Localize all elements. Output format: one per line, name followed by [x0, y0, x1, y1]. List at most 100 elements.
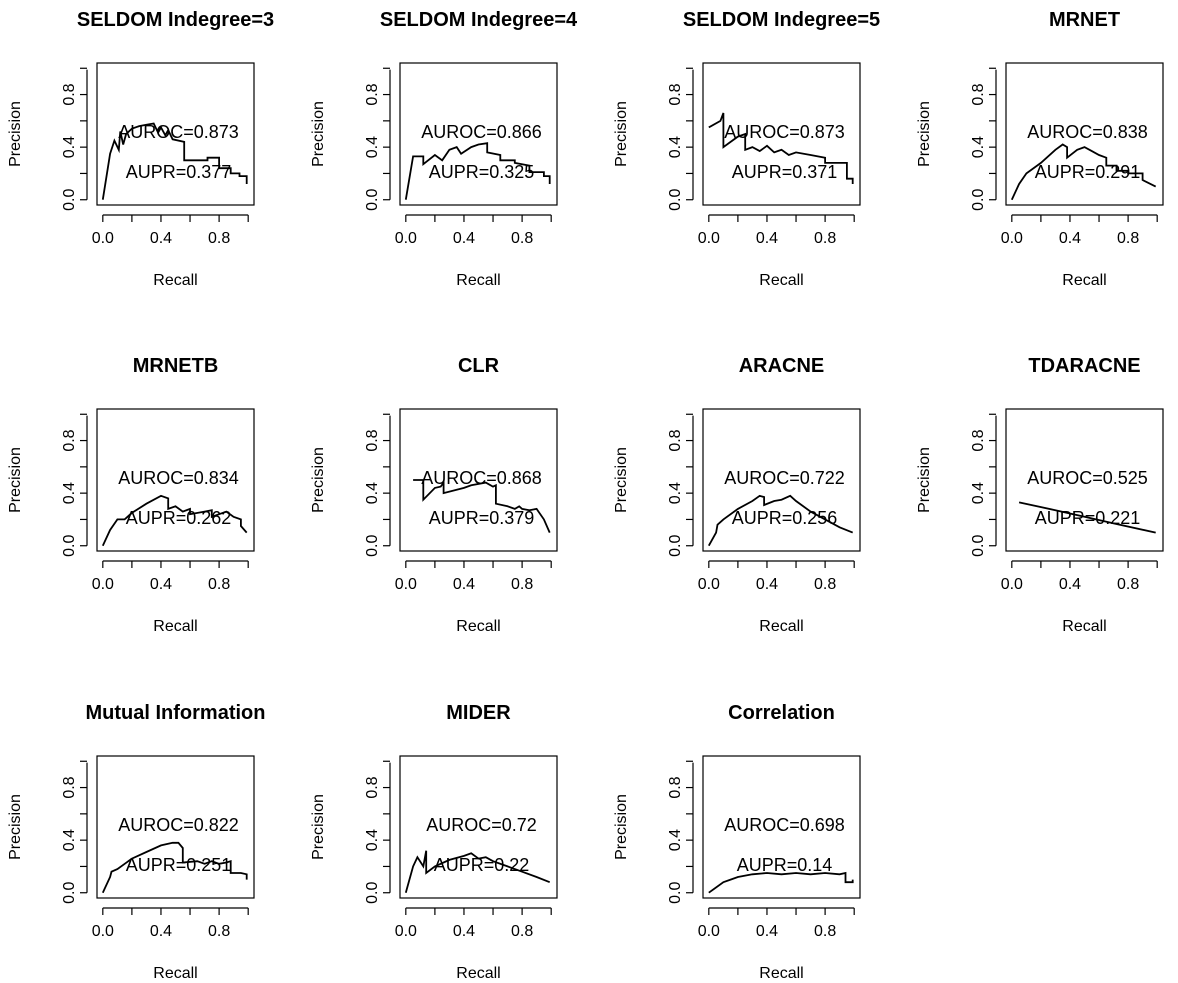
y-tick-label: 0.4	[61, 136, 78, 158]
pr-curve-line	[708, 871, 854, 894]
x-tick-label: 0.0	[395, 923, 417, 940]
x-tick-label: 0.8	[814, 230, 836, 247]
panel-2: SELDOM Indegree=5 0.0 0.4 0.8 0.0 0.4 0.8 Recal…	[613, 9, 880, 289]
y-tick-label: 0.4	[61, 482, 78, 504]
panel-title: MRNET	[1049, 9, 1120, 31]
y-axis-label: Precision	[7, 794, 24, 860]
panel-1: SELDOM Indegree=4 0.0 0.4 0.8 0.0 0.4 0.8 Recal…	[310, 9, 578, 289]
y-tick-label: 0.0	[61, 189, 78, 211]
plot-frame	[399, 408, 558, 552]
x-tick-label: 0.0	[698, 230, 720, 247]
auroc-label: AUROC=0.525	[1027, 468, 1148, 488]
y-axis-label: Precision	[310, 101, 327, 167]
y-tick-label: 0.4	[667, 829, 684, 851]
aupr-label: AUPR=0.371	[732, 162, 838, 182]
x-tick-label: 0.0	[92, 576, 114, 593]
plot-frame	[1005, 408, 1164, 552]
y-tick-label: 0.8	[364, 429, 381, 451]
x-tick-label: 0.8	[208, 576, 230, 593]
auroc-label: AUROC=0.722	[724, 468, 845, 488]
y-axis-label: Precision	[613, 794, 630, 860]
y-tick-label: 0.0	[667, 535, 684, 557]
x-tick-label: 0.0	[395, 230, 417, 247]
pr-curve-line	[101, 841, 248, 894]
y-tick-label: 0.4	[364, 136, 381, 158]
auroc-label: AUROC=0.834	[118, 468, 239, 488]
y-axis-label: Precision	[310, 794, 327, 860]
y-tick-label: 0.4	[364, 829, 381, 851]
y-tick-label: 0.4	[667, 482, 684, 504]
x-axis-label: Recall	[759, 272, 803, 289]
y-tick-label: 0.0	[61, 882, 78, 904]
pr-curve-line	[404, 142, 551, 200]
auroc-label: AUROC=0.873	[118, 122, 239, 142]
pr-curve-line	[708, 112, 854, 184]
x-axis-label: Recall	[153, 618, 197, 635]
y-tick-label: 0.4	[667, 136, 684, 158]
y-tick-label: 0.8	[61, 429, 78, 451]
auroc-label: AUROC=0.838	[1027, 122, 1148, 142]
y-tick-label: 0.8	[667, 83, 684, 105]
x-tick-label: 0.8	[814, 923, 836, 940]
auroc-label: AUROC=0.866	[421, 122, 542, 142]
x-axis-label: Recall	[456, 272, 500, 289]
x-tick-label: 0.4	[1059, 576, 1081, 593]
x-tick-label: 0.0	[92, 923, 114, 940]
y-tick-label: 0.8	[667, 429, 684, 451]
x-tick-label: 0.4	[1059, 230, 1081, 247]
y-tick-label: 0.8	[970, 429, 987, 451]
plot-frame	[399, 62, 558, 206]
x-tick-label: 0.0	[698, 576, 720, 593]
plot-frame	[96, 62, 255, 206]
panel-title: Mutual Information	[86, 702, 266, 724]
panel-title: MRNETB	[133, 355, 219, 377]
plot-frame	[702, 408, 861, 552]
panel-title: SELDOM Indegree=5	[683, 9, 880, 31]
y-tick-label: 0.0	[667, 189, 684, 211]
x-tick-label: 0.8	[511, 230, 533, 247]
auroc-label: AUROC=0.868	[421, 468, 542, 488]
y-tick-label: 0.8	[61, 776, 78, 798]
aupr-label: AUPR=0.291	[1035, 162, 1141, 182]
panel-4: MRNETB 0.0 0.4 0.8 0.0 0.4 0.8 Recall Precision A…	[7, 355, 255, 635]
x-tick-label: 0.4	[453, 576, 475, 593]
x-tick-label: 0.8	[208, 923, 230, 940]
x-tick-label: 0.0	[1001, 576, 1023, 593]
y-axis-label: Precision	[916, 447, 933, 513]
aupr-label: AUPR=0.221	[1035, 508, 1141, 528]
plot-frame	[702, 755, 861, 899]
panel-title: MIDER	[446, 702, 511, 724]
panel-6: ARACNE 0.0 0.4 0.8 0.0 0.4 0.8 Recall Precision A…	[613, 355, 861, 635]
panel-8: Mutual Information 0.0 0.4 0.8 0.0 0.4 0.8 Reca…	[7, 702, 265, 982]
pr-curve-line	[413, 479, 551, 533]
x-axis-label: Recall	[153, 272, 197, 289]
x-axis-label: Recall	[1062, 618, 1106, 635]
pr-curve-line	[708, 494, 854, 547]
aupr-label: AUPR=0.325	[429, 162, 535, 182]
y-axis-label: Precision	[613, 101, 630, 167]
plot-frame	[96, 755, 255, 899]
panel-title: ARACNE	[739, 355, 825, 377]
x-axis-label: Recall	[759, 618, 803, 635]
x-tick-label: 0.8	[511, 923, 533, 940]
y-tick-label: 0.0	[667, 882, 684, 904]
plot-frame	[702, 62, 861, 206]
x-tick-label: 0.8	[1117, 230, 1139, 247]
x-tick-label: 0.8	[511, 576, 533, 593]
x-tick-label: 0.4	[453, 923, 475, 940]
plot-frame	[96, 408, 255, 552]
x-tick-label: 0.0	[395, 576, 417, 593]
aupr-label: AUPR=0.377	[126, 162, 232, 182]
x-tick-label: 0.4	[756, 923, 778, 940]
x-tick-label: 0.0	[92, 230, 114, 247]
plot-frame	[399, 755, 558, 899]
y-tick-label: 0.8	[970, 83, 987, 105]
x-axis-label: Recall	[456, 965, 500, 982]
y-tick-label: 0.0	[364, 882, 381, 904]
x-tick-label: 0.4	[453, 230, 475, 247]
aupr-label: AUPR=0.251	[126, 855, 232, 875]
panel-title: Correlation	[728, 702, 835, 724]
x-axis-label: Recall	[456, 618, 500, 635]
panel-10: Correlation 0.0 0.4 0.8 0.0 0.4 0.8 Recall Preci…	[613, 702, 861, 982]
